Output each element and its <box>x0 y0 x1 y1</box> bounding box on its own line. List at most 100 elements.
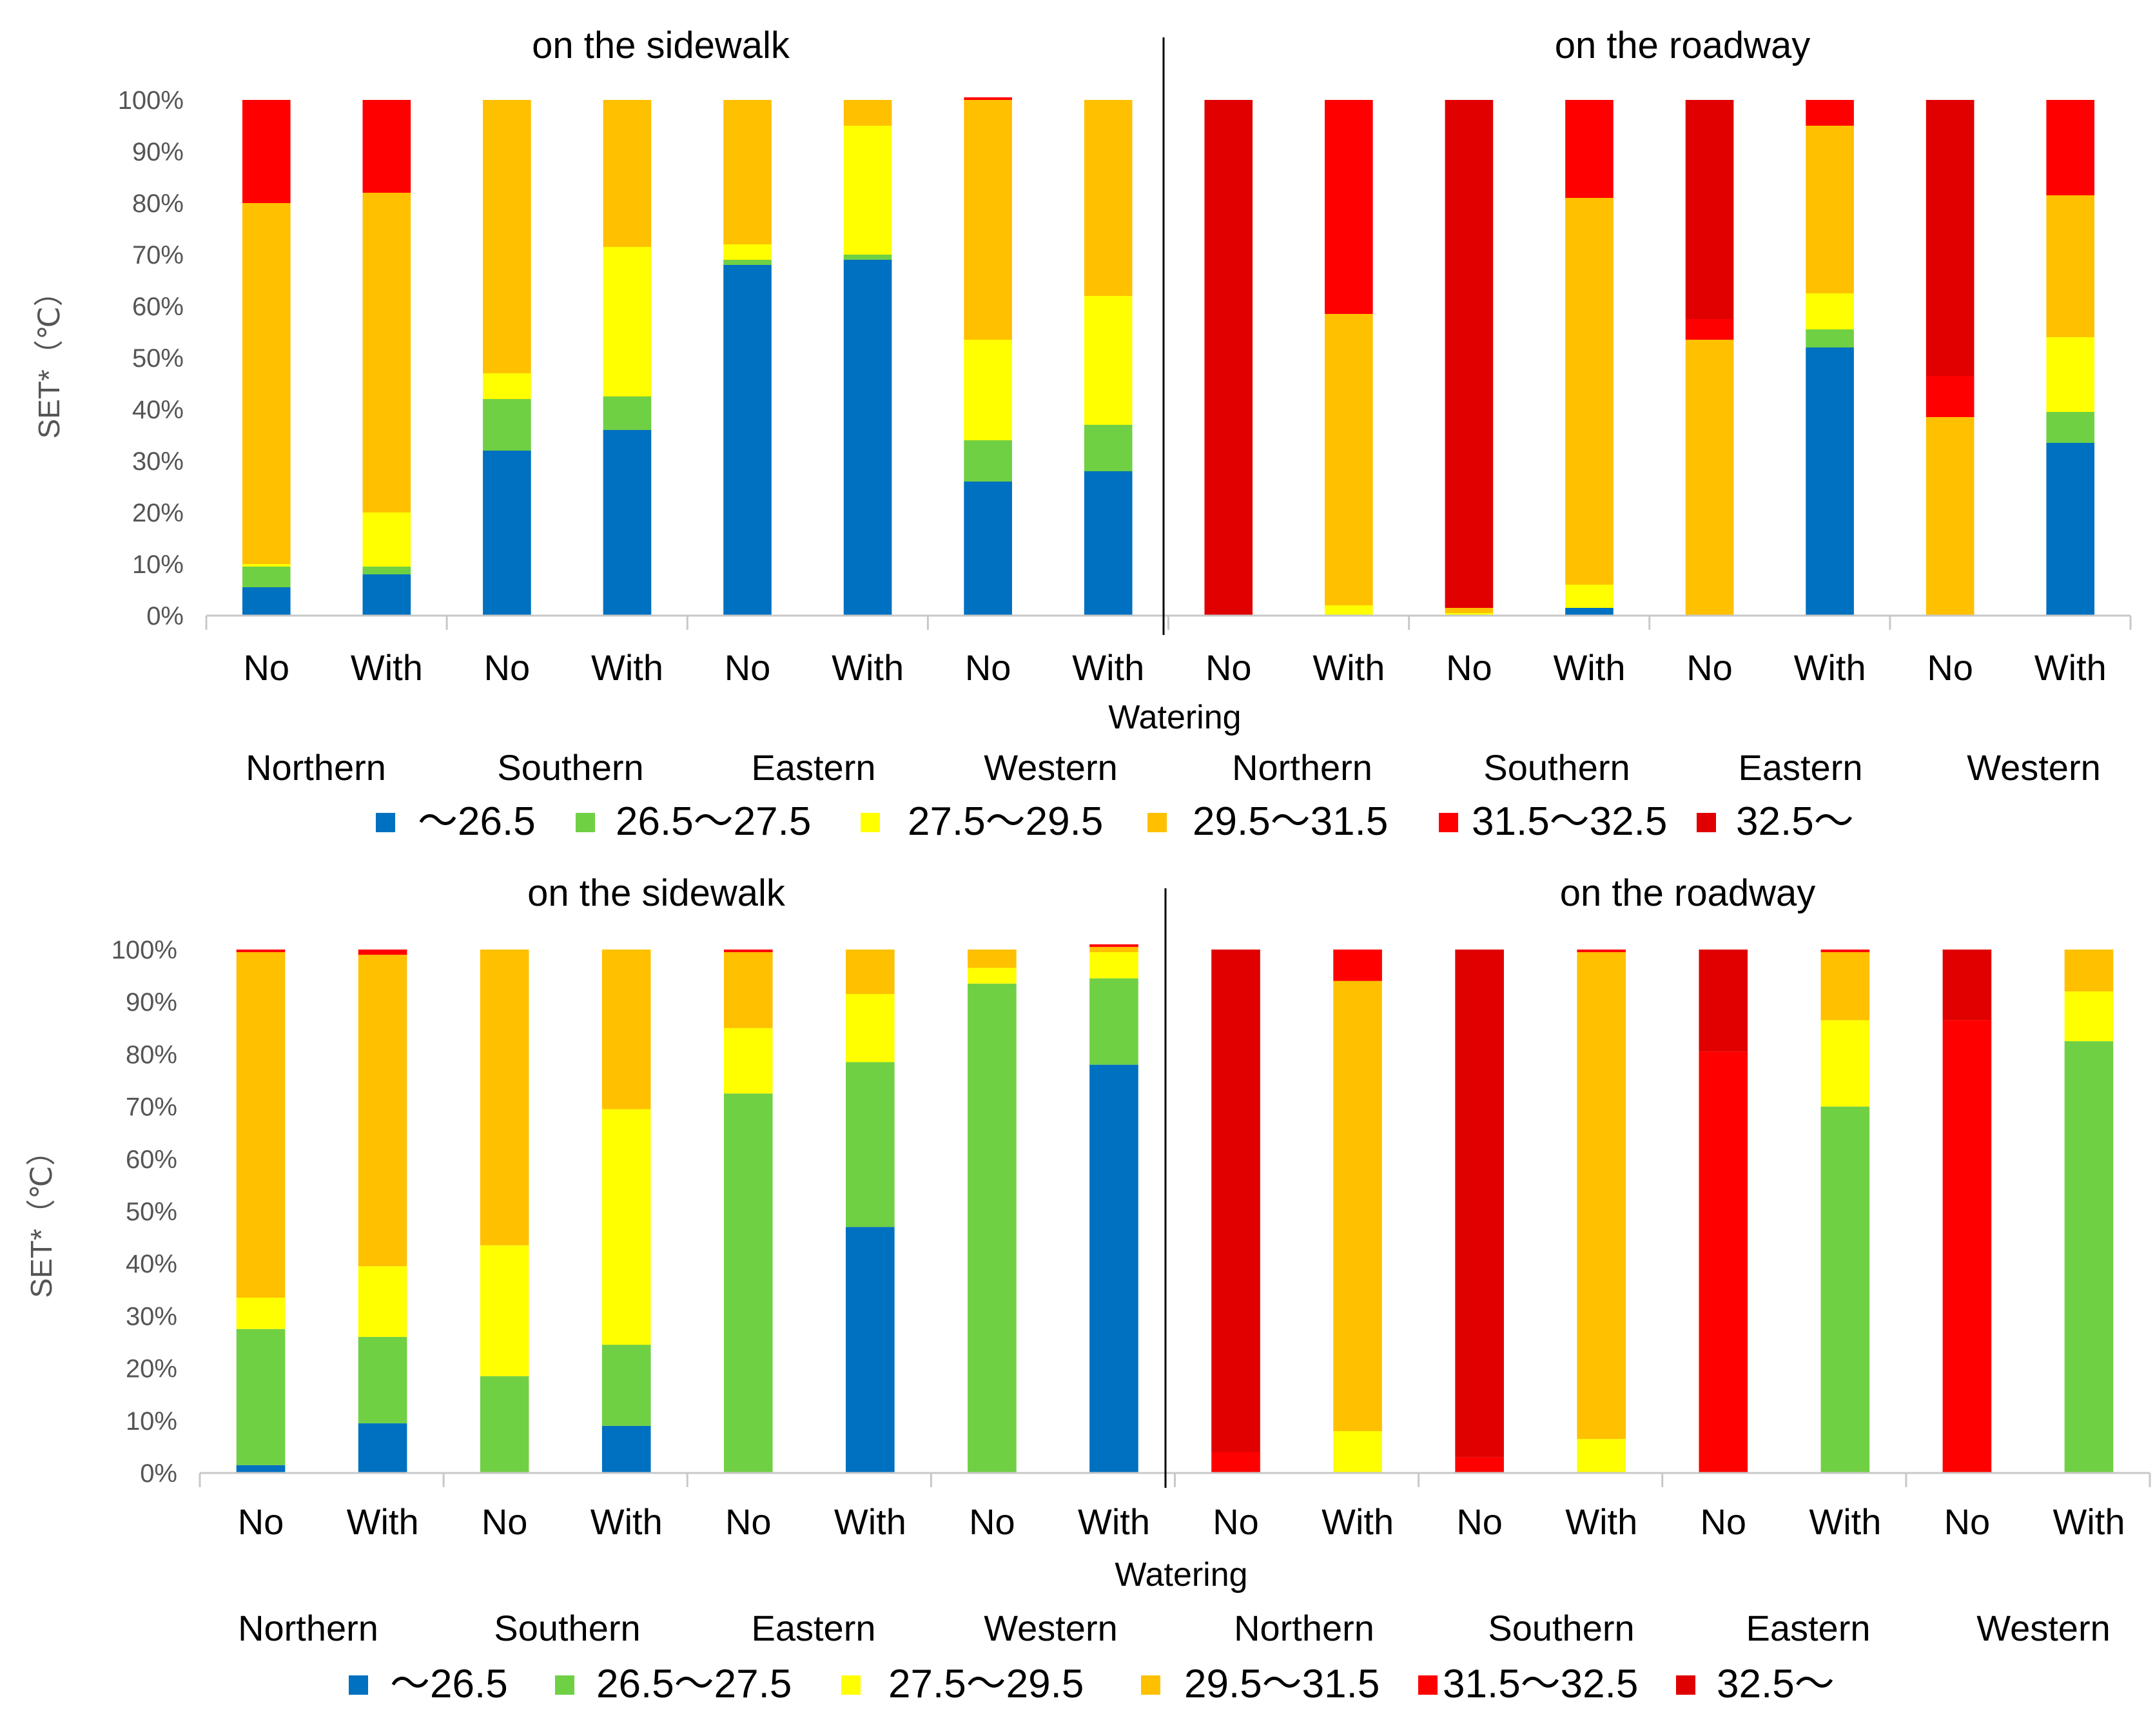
bar-segment <box>968 950 1017 968</box>
bar-segment <box>362 100 411 193</box>
bar-segment <box>601 1345 651 1426</box>
bar-segment <box>236 952 286 1298</box>
group-label: Western <box>1976 1608 2110 1648</box>
region-title: on the roadway <box>1555 24 1811 66</box>
x-category-label: With <box>1072 647 1144 688</box>
legend-label: 29.5～31.5 <box>1193 799 1388 844</box>
legend-swatch <box>1676 1675 1695 1695</box>
x-category-label: With <box>2034 647 2107 688</box>
group-label: Eastern <box>1746 1608 1871 1648</box>
legend-swatch <box>376 813 395 832</box>
bar-segment <box>1926 376 1975 417</box>
x-category-label: With <box>1794 647 1866 688</box>
group-label: Southern <box>497 747 643 788</box>
bar-segment <box>480 1245 529 1376</box>
bar-segment <box>1455 1457 1504 1473</box>
y-axis-title: SET*（℃） <box>32 277 66 438</box>
bar-segment <box>846 950 895 995</box>
bar-segment <box>1089 978 1138 1065</box>
bar-segment <box>242 567 291 587</box>
group-label: Southern <box>1488 1608 1634 1648</box>
bar-segment <box>2046 412 2095 443</box>
bar-segment <box>964 340 1012 440</box>
bar-segment <box>964 440 1012 482</box>
group-label: Southern <box>494 1608 640 1648</box>
legend-swatch <box>841 1675 861 1695</box>
bar-segment <box>1333 1431 1382 1473</box>
bar-segment <box>1699 950 1748 1052</box>
bar-segment <box>723 100 772 244</box>
bar-segment <box>1685 319 1734 340</box>
x-category-label: No <box>484 647 531 688</box>
y-tick-label: 100% <box>112 936 177 964</box>
legend-swatch <box>555 1675 574 1695</box>
bar-segment <box>1820 950 1870 953</box>
y-tick-label: 90% <box>126 988 177 1017</box>
legend-label: ～26.5 <box>390 1662 508 1706</box>
bar-segment <box>1084 296 1133 425</box>
x-category-label: No <box>482 1501 528 1542</box>
bar-segment <box>2046 100 2095 195</box>
legend-label: ～26.5 <box>418 799 536 844</box>
legend-label: 26.5～27.5 <box>616 799 811 844</box>
bar-segment <box>1565 608 1614 616</box>
group-label: Western <box>1967 747 2100 788</box>
x-category-label: No <box>1686 647 1733 688</box>
bar-segment <box>236 1297 286 1329</box>
y-tick-label: 10% <box>132 551 184 579</box>
legend-label: 29.5～31.5 <box>1184 1662 1380 1706</box>
bar-segment <box>2064 950 2114 991</box>
group-label: Northern <box>238 1608 378 1648</box>
group-label: Eastern <box>752 1608 876 1648</box>
bar-segment <box>242 203 291 564</box>
x-category-label: With <box>1809 1501 1881 1542</box>
y-tick-label: 60% <box>132 293 184 321</box>
legend-swatch <box>1141 1675 1160 1695</box>
bar-segment <box>1806 126 1854 293</box>
bar-segment <box>1325 100 1373 314</box>
bar-segment <box>1084 100 1133 296</box>
bar-segment <box>843 260 892 616</box>
bar-segment <box>362 193 411 512</box>
bar-segment <box>1455 950 1504 1458</box>
y-tick-label: 70% <box>132 241 184 269</box>
bar-segment <box>1089 1064 1138 1473</box>
bar-segment <box>723 265 772 616</box>
bar-segment <box>1685 100 1734 319</box>
x-category-label: No <box>1927 647 1973 688</box>
bar-segment <box>358 1266 407 1337</box>
bar-segment <box>2046 443 2095 616</box>
bar-segment <box>236 1329 286 1465</box>
bar-segment <box>1806 293 1854 329</box>
bar-segment <box>2064 991 2114 1042</box>
y-tick-label: 50% <box>126 1198 177 1226</box>
bar-segment <box>358 1336 407 1423</box>
bar-segment <box>236 950 286 953</box>
x-category-label: With <box>1312 647 1385 688</box>
bar-segment <box>1445 608 1494 613</box>
legend-label: 32.5～ <box>1717 1662 1835 1706</box>
y-tick-label: 40% <box>126 1250 177 1278</box>
bar-segment <box>603 100 652 247</box>
bar-segment <box>1089 944 1138 947</box>
y-tick-label: 80% <box>132 190 184 218</box>
x-category-label: No <box>1205 647 1252 688</box>
bar-segment <box>1084 471 1133 616</box>
region-title: on the sidewalk <box>527 872 786 914</box>
y-tick-label: 20% <box>126 1355 177 1383</box>
bar-segment <box>1699 1051 1748 1473</box>
bar-segment <box>480 950 529 1245</box>
x-category-label: No <box>725 647 771 688</box>
legend-swatch <box>576 813 595 832</box>
bar-segment <box>723 244 772 260</box>
y-tick-label: 30% <box>126 1302 177 1331</box>
legend-swatch <box>1697 813 1716 832</box>
bar-segment <box>1820 1020 1870 1107</box>
bar-segment <box>1089 946 1138 953</box>
bar-segment <box>1820 1106 1870 1473</box>
x-category-label: With <box>1565 1501 1637 1542</box>
legend-label: 27.5～29.5 <box>908 799 1103 844</box>
bar-segment <box>358 1423 407 1473</box>
